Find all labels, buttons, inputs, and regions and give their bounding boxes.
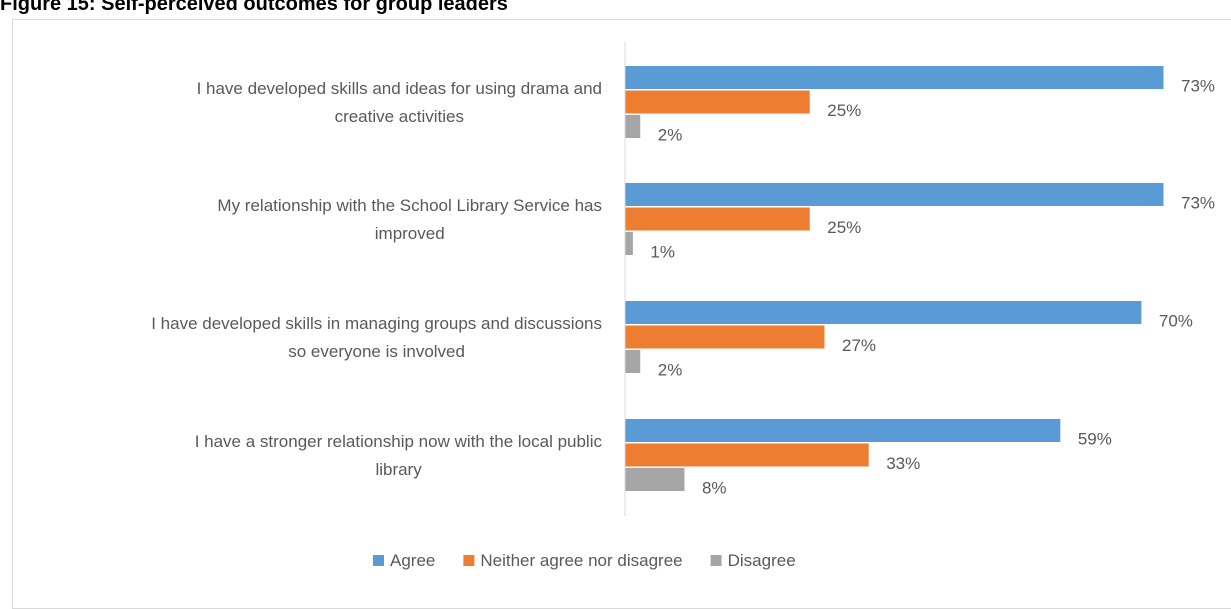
data-label: 33% [886, 454, 920, 473]
data-label: 59% [1078, 430, 1112, 449]
category-label: I have developed skills in managing grou… [151, 314, 602, 333]
data-label: 25% [827, 218, 861, 237]
data-label: 70% [1159, 312, 1193, 331]
legend: Agree Neither agree nor disagree Disagree [373, 551, 796, 570]
data-label: 25% [827, 101, 861, 120]
data-label: 27% [842, 336, 876, 355]
legend-key [463, 555, 475, 566]
figure-title: Figure 15: Self-perceived outcomes for g… [0, 0, 508, 15]
bar-agree [625, 66, 1164, 89]
bar-disagree [625, 468, 685, 491]
category-label: so everyone is involved [288, 342, 465, 361]
legend-key [710, 555, 722, 566]
bar-disagree [625, 350, 641, 373]
data-label: 2% [658, 361, 683, 380]
legend-label: Disagree [728, 551, 796, 570]
data-label: 2% [658, 126, 683, 145]
category-label: library [375, 460, 422, 479]
bar-disagree [625, 115, 641, 138]
category-label: improved [375, 224, 445, 243]
bar-neither-agree-nor-disagree [625, 325, 825, 349]
data-label: 1% [650, 243, 675, 262]
bar-neither-agree-nor-disagree [625, 443, 869, 467]
category-label: I have developed skills and ideas for us… [197, 79, 602, 98]
data-label: 73% [1181, 194, 1215, 213]
legend-label: Neither agree nor disagree [480, 551, 682, 570]
category-label: My relationship with the School Library … [217, 196, 602, 215]
data-label: 8% [702, 479, 727, 498]
bar-chart: 73% 25% 2% I have developed skills and idea… [151, 42, 1215, 570]
legend-label: Agree [390, 551, 435, 570]
bar-agree [625, 183, 1164, 206]
data-label: 73% [1181, 77, 1215, 96]
bar-agree [625, 419, 1061, 442]
bar-agree [625, 301, 1142, 324]
bar-neither-agree-nor-disagree [625, 207, 810, 231]
bar-neither-agree-nor-disagree [625, 90, 810, 114]
category-label: I have a stronger relationship now with … [195, 432, 603, 451]
bar-disagree [625, 232, 633, 255]
legend-key [373, 555, 384, 566]
category-label: creative activities [335, 107, 464, 126]
